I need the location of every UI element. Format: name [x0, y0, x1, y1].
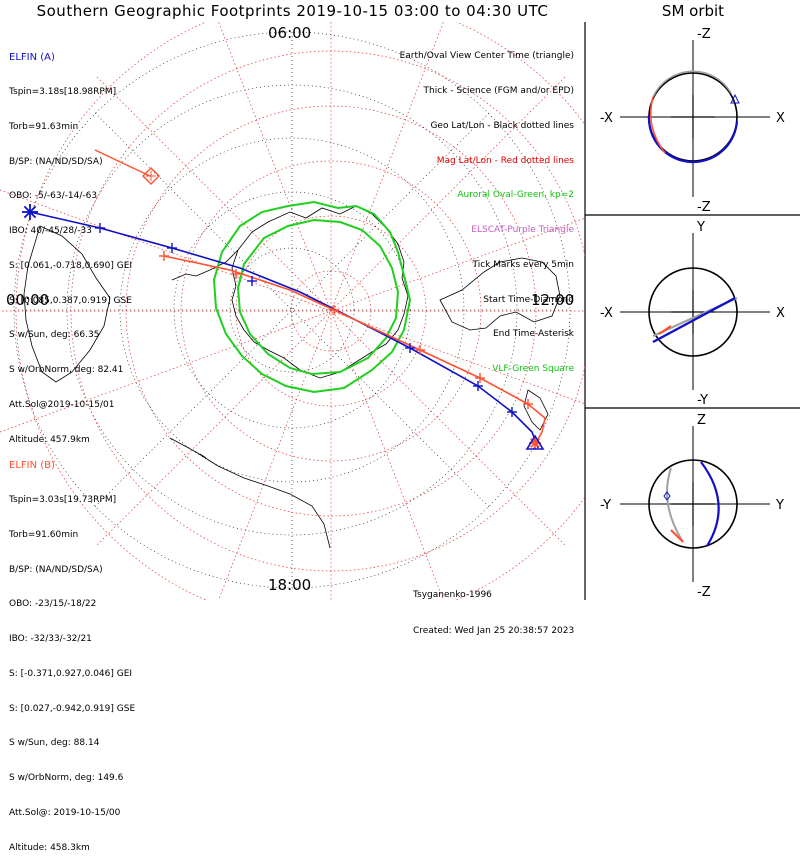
- sm-axis-label-bottom: -Y: [697, 393, 708, 408]
- elfin-b-start-diamond: [142, 167, 160, 185]
- sm-orbit-title: SM orbit: [661, 2, 725, 20]
- legend-item: ELSCAT-Purple Triangle: [471, 225, 574, 236]
- created-timestamp: Created: Wed Jan 25 20:38:57 2023: [413, 626, 575, 636]
- elfin-a-end-asterisk: [22, 204, 38, 220]
- legend-item: Start Time-Diamond: [483, 294, 574, 305]
- sm-axis-label-right: X: [776, 306, 785, 321]
- sm-axis-label-left: -Y: [600, 498, 611, 513]
- elfin-b-line: S w/Sun, deg: 88.14: [9, 738, 100, 749]
- sm-axis-label-top: Z: [697, 413, 706, 428]
- asterisk-stroke: [23, 205, 37, 219]
- legend-item: Mag Lat/Lon - Red dotted lines: [436, 155, 574, 166]
- sm-orbit-b: [666, 467, 684, 543]
- credit-block: Tsyganenko-1996 Created: Wed Jan 25 20:3…: [413, 565, 574, 649]
- elfin-a-line: IBO: 40/-45/28/-33: [9, 226, 92, 237]
- elfin-a-header: ELFIN (A): [9, 52, 55, 64]
- plot-title: Southern Geographic Footprints 2019-10-1…: [36, 2, 549, 20]
- sm-axis-label-top: Y: [696, 220, 705, 235]
- sm-orbit-b: [652, 70, 732, 98]
- nz-coast: [523, 389, 549, 431]
- elfin-a-line: Torb=91.63min: [9, 121, 79, 132]
- sm-triangle: [730, 93, 740, 104]
- sm-axis-label-left: -X: [600, 111, 613, 126]
- legend: Earth/Oval View Center Time (triangle) T…: [400, 28, 574, 387]
- legend-item: VLF-Green Square: [492, 364, 574, 375]
- samerica-coast: [169, 437, 331, 549]
- legend-item: Thick - Science (FGM and/or EPD): [423, 85, 574, 96]
- elfin-b-line: Tspin=3.03s[19.73RPM]: [9, 494, 117, 505]
- coastlines: [23, 205, 561, 549]
- mlt-label-left: 00:00: [6, 291, 50, 309]
- sm-panel-1: -Z -Z -X X: [600, 27, 785, 215]
- earth-circle: [648, 459, 738, 549]
- sm-axis-label-bottom: -Z: [697, 585, 711, 600]
- australia-coast: [439, 257, 561, 331]
- elfin-a-line: S: [0.061,-0.718,0.690] GEI: [9, 260, 133, 271]
- elfin-b-line: S: [0.027,-0.942,0.919] GSE: [9, 703, 136, 714]
- legend-item: Earth/Oval View Center Time (triangle): [399, 51, 574, 62]
- sm-axis-label-bottom: -Z: [697, 200, 711, 215]
- sm-axis-label-right: X: [776, 111, 785, 126]
- legend-item: Geo Lat/Lon - Black dotted lines: [430, 120, 574, 131]
- sm-orbit-b-science: [658, 325, 672, 335]
- elfin-a-info: ELFIN (A) Tspin=3.18s[18.98RPM] Torb=91.…: [9, 29, 132, 458]
- elfin-a-line: B/SP: (NA/ND/SD/SA): [9, 156, 103, 167]
- sm-orbit-a: [700, 461, 720, 547]
- auroral-oval-inner: [236, 218, 400, 376]
- elfin-b-line: S: [-0.371,0.927,0.046] GEI: [9, 668, 133, 679]
- south-georgia: [199, 453, 207, 459]
- elfin-b-track-segment: [94, 149, 151, 177]
- sm-orbit-a: [652, 296, 736, 344]
- sm-panel-3: Z -Z -Y Y: [600, 413, 784, 600]
- elfin-b-header: ELFIN (B): [9, 460, 55, 472]
- elfin-a-line: S w/Sun, deg: 66.35: [9, 330, 100, 341]
- elfin-b-track: [163, 255, 546, 446]
- auroral-oval: [212, 200, 412, 394]
- elfin-b-line: B/SP: (NA/ND/SD/SA): [9, 564, 103, 575]
- africa-coast: [23, 225, 111, 383]
- elfin-b-line: IBO: -32/33/-32/21: [9, 634, 92, 645]
- sm-axis-label-right: Y: [775, 498, 784, 513]
- diamond-shape: [142, 167, 160, 185]
- sm-orbit-a: [647, 114, 739, 164]
- mlt-label-top: 06:00: [268, 24, 312, 42]
- sm-axis-label-top: -Z: [697, 27, 711, 42]
- model-name: Tsyganenko-1996: [413, 590, 492, 600]
- sm-panel-2: Y -Y -X X: [600, 220, 785, 408]
- elfin-b-line: OBO: -23/15/-18/22: [9, 599, 97, 610]
- elfin-b-info: ELFIN (B) Tspin=3.03s[19.73RPM] Torb=91.…: [9, 437, 135, 866]
- sm-axis-label-left: -X: [600, 306, 613, 321]
- elfin-a-line: Tspin=3.18s[18.98RPM]: [9, 86, 117, 97]
- elfin-b-line: Att.Sol@: 2019-10-15/00: [9, 808, 121, 818]
- peninsula-coast: [171, 249, 239, 281]
- legend-item: End Time-Asterisk: [492, 329, 574, 340]
- elfin-a-line: S w/OrbNorm, deg: 82.41: [9, 365, 124, 376]
- legend-item: Auroral Oval-Green, kp=2: [457, 190, 574, 201]
- mlt-label-bottom: 18:00: [268, 576, 312, 594]
- legend-item: Tick Marks every 5min: [472, 259, 574, 270]
- geo-latlon-grid: [13, 31, 571, 589]
- elfin-a-line: OBO: -5/-63/-14/-63: [9, 191, 98, 202]
- antarctica-coast: [231, 205, 409, 379]
- elfin-a-line: S: [0.085,0.387,0.919] GSE: [9, 295, 132, 306]
- sm-orbit-b-science: [670, 529, 684, 543]
- view-center-triangle: [525, 434, 545, 450]
- elfin-b-line: Altitude: 458.3km: [9, 842, 90, 853]
- auroral-oval-outer: [212, 200, 412, 394]
- elfin-b-line: S w/OrbNorm, deg: 149.6: [9, 773, 124, 784]
- elfin-a-line: Att.Sol@2019-10-15/01: [9, 400, 115, 410]
- elfin-a-line: Altitude: 457.9km: [9, 434, 90, 445]
- sm-orbit-b-science: [649, 96, 666, 154]
- mlt-label-right: 12:00: [531, 291, 575, 309]
- sm-diamond: [663, 491, 671, 501]
- elfin-b-line: Torb=91.60min: [9, 529, 79, 540]
- footprint-map: -Z -Z -X X Y -Y -X X Z -Z -Y Y: [0, 22, 800, 600]
- earth-circle: [648, 267, 738, 357]
